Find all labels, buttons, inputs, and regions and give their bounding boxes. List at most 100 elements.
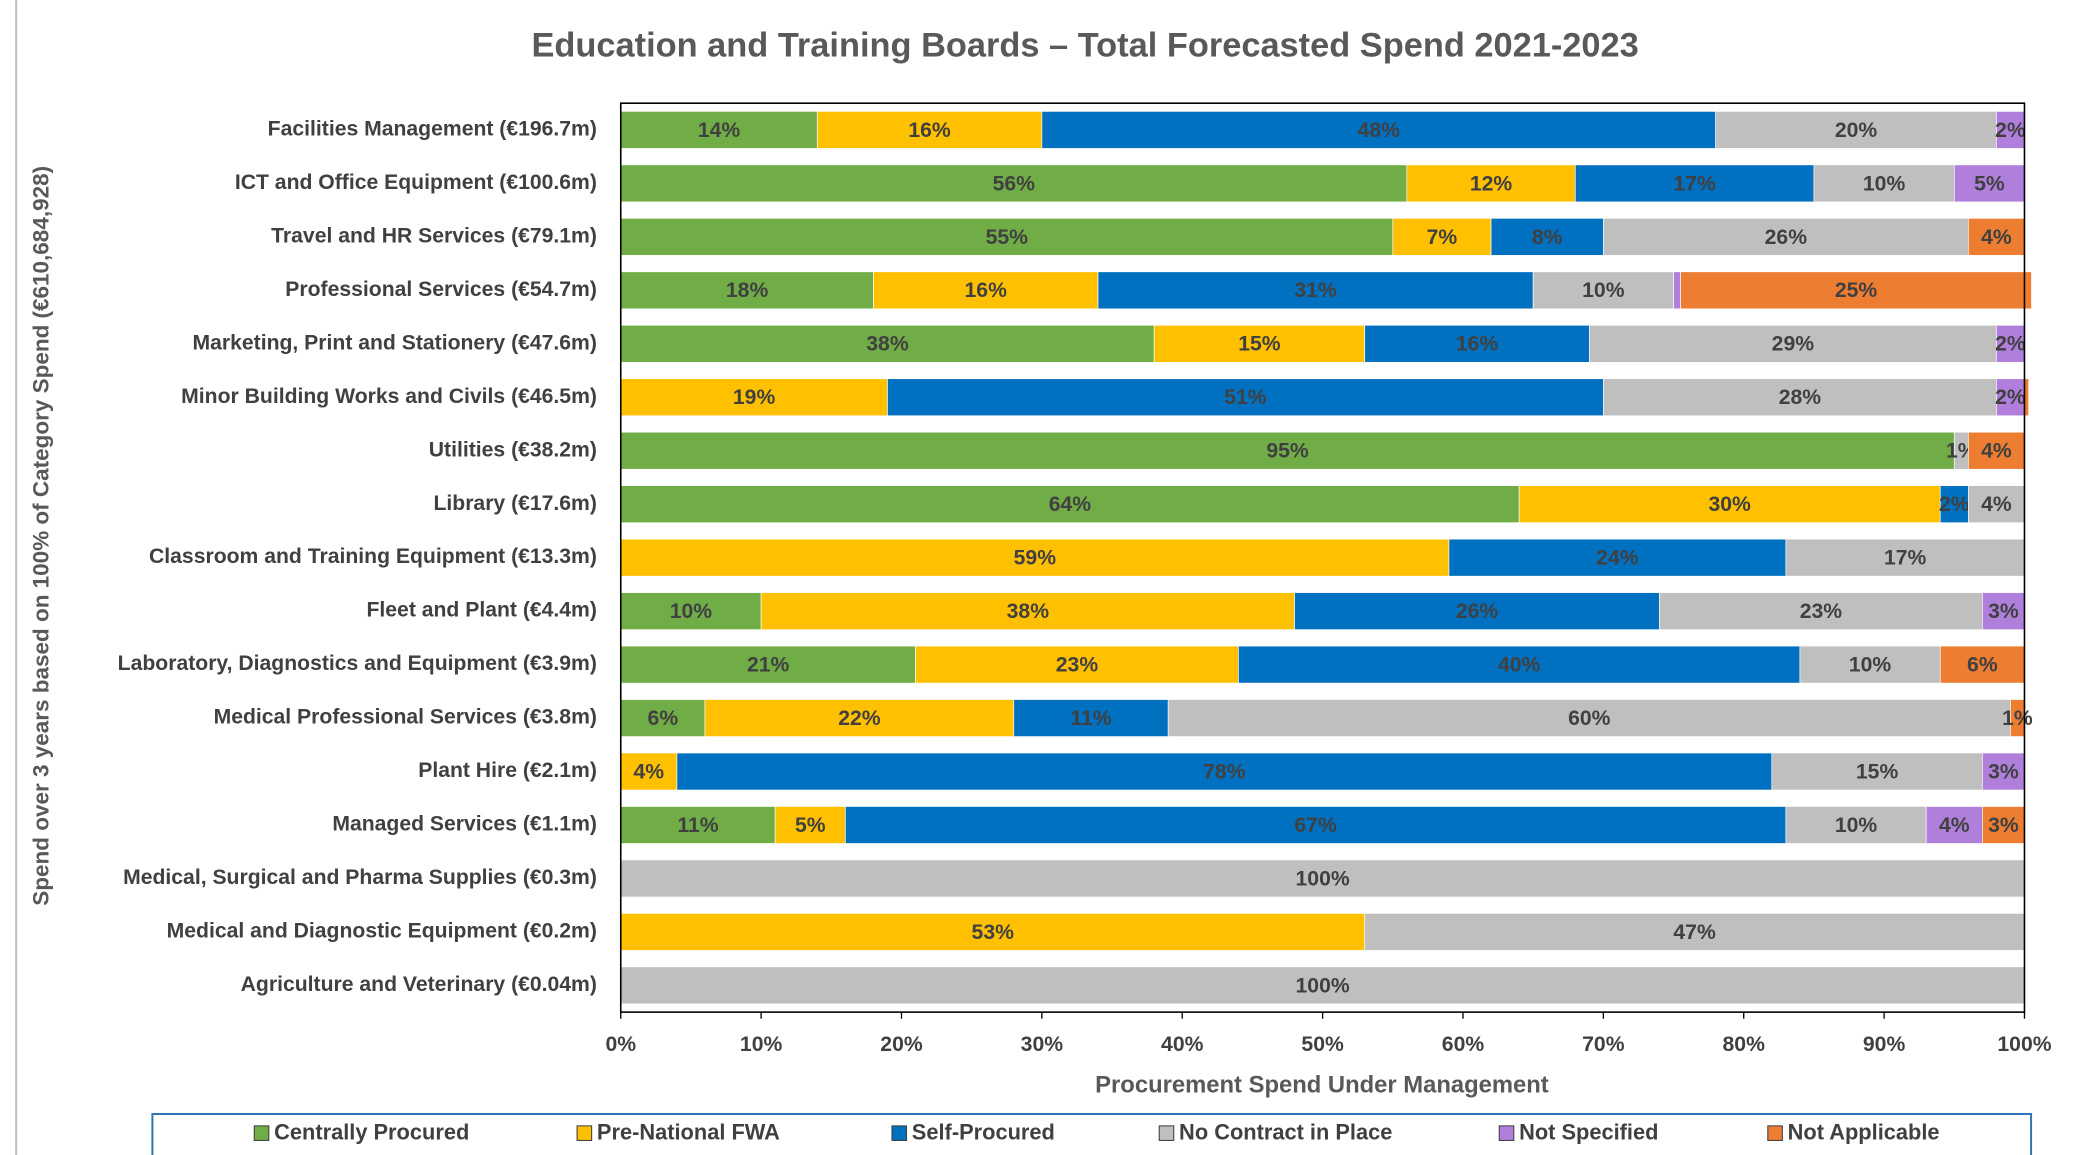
data-label: 7% bbox=[1427, 226, 1458, 249]
data-label: 60% bbox=[1568, 707, 1611, 730]
bar-segment bbox=[1967, 218, 2025, 256]
bar-segment bbox=[873, 271, 1099, 310]
data-label: 64% bbox=[1049, 493, 1092, 516]
bar-segment bbox=[1673, 271, 1681, 310]
data-label: 21% bbox=[747, 654, 790, 677]
bar-segment bbox=[676, 752, 1773, 791]
bar-segment bbox=[1680, 271, 2032, 310]
bar-segment bbox=[620, 592, 762, 630]
data-label: 31% bbox=[1294, 279, 1337, 302]
bar-segment bbox=[620, 752, 678, 791]
bar-segment bbox=[845, 806, 1787, 844]
x-tick-label: 20% bbox=[880, 1033, 923, 1056]
bar-segment bbox=[1364, 324, 1590, 363]
data-label: 4% bbox=[634, 760, 665, 783]
chart-title: Education and Training Boards – Total Fo… bbox=[531, 27, 1638, 65]
data-label: 11% bbox=[677, 814, 718, 837]
bar-segment bbox=[1041, 111, 1716, 149]
bar-segment bbox=[1939, 645, 2025, 684]
data-label: 10% bbox=[1863, 172, 1906, 195]
legend-swatch bbox=[253, 1125, 270, 1141]
data-label: 2% bbox=[1939, 493, 1970, 516]
bar-segment bbox=[774, 806, 846, 844]
data-label: 23% bbox=[1056, 654, 1099, 677]
category-label: Classroom and Training Equipment (€13.3m… bbox=[149, 545, 597, 568]
data-label: 11% bbox=[1070, 707, 1111, 730]
data-label: 12% bbox=[1470, 172, 1513, 195]
x-tick-label: 80% bbox=[1723, 1033, 1766, 1056]
category-label: Facilities Management (€196.7m) bbox=[268, 118, 597, 141]
bar-segment bbox=[620, 645, 916, 684]
legend-swatch bbox=[1158, 1125, 1175, 1141]
category-label: Medical and Diagnostic Equipment (€0.2m) bbox=[167, 920, 597, 943]
data-label: 38% bbox=[866, 333, 909, 356]
category-label: Medical, Surgical and Pharma Supplies (€… bbox=[123, 866, 597, 889]
bar-segment bbox=[1153, 324, 1366, 363]
bar-segment bbox=[620, 699, 706, 737]
category-label: Travel and HR Services (€79.1m) bbox=[271, 224, 597, 247]
data-label: 100% bbox=[1296, 974, 1350, 997]
bar-segment bbox=[1813, 164, 1955, 203]
data-label: 17% bbox=[1884, 547, 1927, 570]
data-label: 15% bbox=[1856, 760, 1899, 783]
data-label: 29% bbox=[1772, 333, 1815, 356]
bar-segment bbox=[620, 218, 1394, 256]
bar-segment bbox=[1953, 164, 2025, 203]
legend-swatch bbox=[1498, 1125, 1515, 1141]
data-label: 4% bbox=[1981, 226, 2012, 249]
data-label: 24% bbox=[1596, 547, 1639, 570]
bar-segment bbox=[1392, 218, 1492, 256]
bar-segment bbox=[1982, 592, 2025, 630]
data-label: 40% bbox=[1498, 654, 1541, 677]
bar-segment bbox=[1967, 431, 2025, 470]
data-label: 2% bbox=[1995, 119, 2026, 142]
data-label: 19% bbox=[733, 386, 776, 409]
bar-segment bbox=[1294, 592, 1660, 630]
x-tick-label: 30% bbox=[1021, 1033, 1064, 1056]
data-label: 10% bbox=[1849, 654, 1892, 677]
bar-segment bbox=[620, 859, 2025, 898]
bar-segment bbox=[1799, 645, 1941, 684]
category-label: Fleet and Plant (€4.4m) bbox=[366, 599, 596, 622]
category-label: Plant Hire (€2.1m) bbox=[418, 759, 597, 782]
data-label: 55% bbox=[986, 226, 1029, 249]
data-label: 51% bbox=[1224, 386, 1267, 409]
data-label: 95% bbox=[1266, 440, 1309, 463]
bar-segment bbox=[1574, 164, 1815, 203]
bar-segment bbox=[620, 378, 888, 417]
legend-swatch bbox=[891, 1125, 908, 1141]
data-label: 3% bbox=[1988, 600, 2019, 623]
data-label: 6% bbox=[648, 707, 679, 730]
data-label: 5% bbox=[795, 814, 826, 837]
data-label: 15% bbox=[1238, 333, 1281, 356]
data-label: 1% bbox=[2002, 707, 2033, 730]
data-label: 4% bbox=[1939, 814, 1970, 837]
data-label: 16% bbox=[1456, 333, 1499, 356]
data-label: 14% bbox=[698, 119, 741, 142]
data-label: 10% bbox=[1582, 279, 1625, 302]
data-label: 53% bbox=[972, 921, 1015, 944]
category-label: Utilities (€38.2m) bbox=[429, 438, 597, 461]
data-label: 5% bbox=[1974, 172, 2005, 195]
category-label: Laboratory, Diagnostics and Equipment (€… bbox=[118, 652, 597, 675]
bar-segment bbox=[1939, 485, 1969, 524]
x-tick-label: 40% bbox=[1161, 1033, 1204, 1056]
data-label: 16% bbox=[908, 119, 951, 142]
bar-segment bbox=[704, 699, 1015, 737]
data-label: 2% bbox=[1995, 386, 2026, 409]
data-label: 18% bbox=[726, 279, 769, 302]
data-label: 67% bbox=[1294, 814, 1337, 837]
data-label: 3% bbox=[1988, 760, 2019, 783]
legend-box bbox=[151, 1112, 2033, 1155]
x-tick-label: 0% bbox=[605, 1033, 636, 1056]
legend-label: Not Specified bbox=[1519, 1120, 1658, 1145]
category-label: Library (€17.6m) bbox=[433, 492, 596, 515]
data-label: 4% bbox=[1981, 493, 2012, 516]
data-label: 23% bbox=[1800, 600, 1843, 623]
data-label: 10% bbox=[1835, 814, 1878, 837]
bar-segment bbox=[1603, 218, 1969, 256]
data-label: 4% bbox=[1981, 440, 2012, 463]
x-axis-label: Procurement Spend Under Management bbox=[1095, 1071, 1549, 1098]
data-label: 22% bbox=[838, 707, 881, 730]
